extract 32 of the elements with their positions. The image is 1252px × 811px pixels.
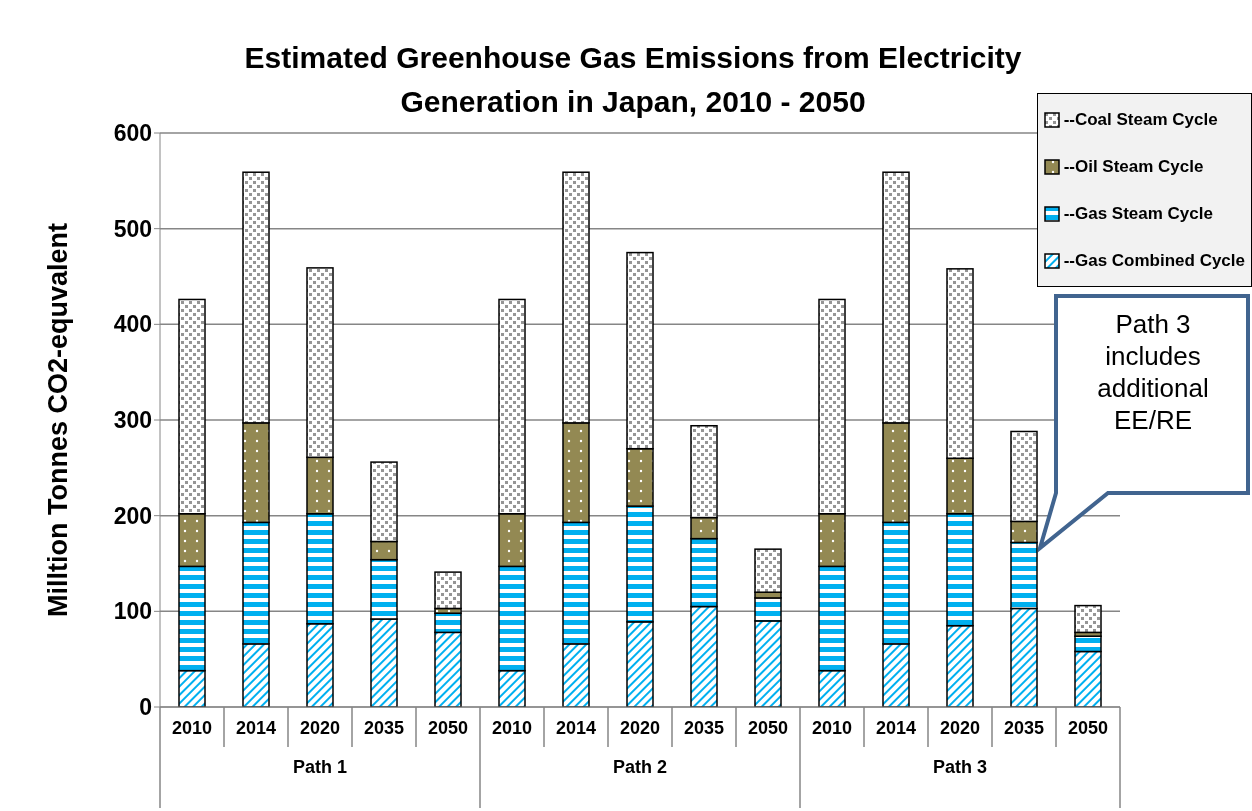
y-tick-label: 200 [113, 502, 152, 529]
x-tick-label: 2050 [1067, 717, 1109, 738]
x-tick-label: 2020 [619, 717, 661, 738]
x-tick-label: 2035 [363, 717, 405, 738]
y-tick-label: 0 [139, 694, 152, 721]
x-tick-label: 2014 [555, 717, 597, 738]
x-tick-label: 2050 [427, 717, 469, 738]
legend-label: --Coal Steam Cycle [1063, 109, 1218, 130]
text: Path 1 [292, 757, 348, 778]
y-axis-title: Milltion Tonnes CO2-equvalent [43, 222, 74, 618]
x-tick-label: 2035 [1003, 717, 1045, 738]
x-tick-label: 2010 [491, 717, 533, 738]
legend-label: --Oil Steam Cycle [1063, 156, 1204, 177]
chart-title: Estimated Greenhouse Gas Emissions from Electricity Generation in Japan, 2010 - 2050 [244, 41, 1022, 118]
legend-label: --Gas Combined Cycle [1063, 250, 1245, 271]
x-tick-label: 2014 [235, 717, 277, 738]
legend-label: --Gas Steam Cycle [1063, 203, 1213, 224]
y-tick-label: 100 [113, 598, 152, 625]
x-tick-label: 2010 [811, 717, 853, 738]
y-tick-label: 300 [113, 407, 152, 434]
text: Path 2 [612, 757, 668, 778]
x-tick-label: 2014 [875, 717, 917, 738]
annotation: Path 3 includes additional EE/RE [1096, 308, 1210, 436]
x-tick-label: 2020 [939, 717, 981, 738]
x-tick-label: 2035 [683, 717, 725, 738]
y-tick-label: 500 [113, 215, 152, 242]
x-tick-label: 2010 [171, 717, 213, 738]
x-tick-label: 2050 [747, 717, 789, 738]
x-tick-label: 2020 [299, 717, 341, 738]
text: Path 3 [932, 757, 988, 778]
y-tick-label: 600 [113, 120, 152, 147]
y-tick-label: 400 [113, 311, 152, 338]
